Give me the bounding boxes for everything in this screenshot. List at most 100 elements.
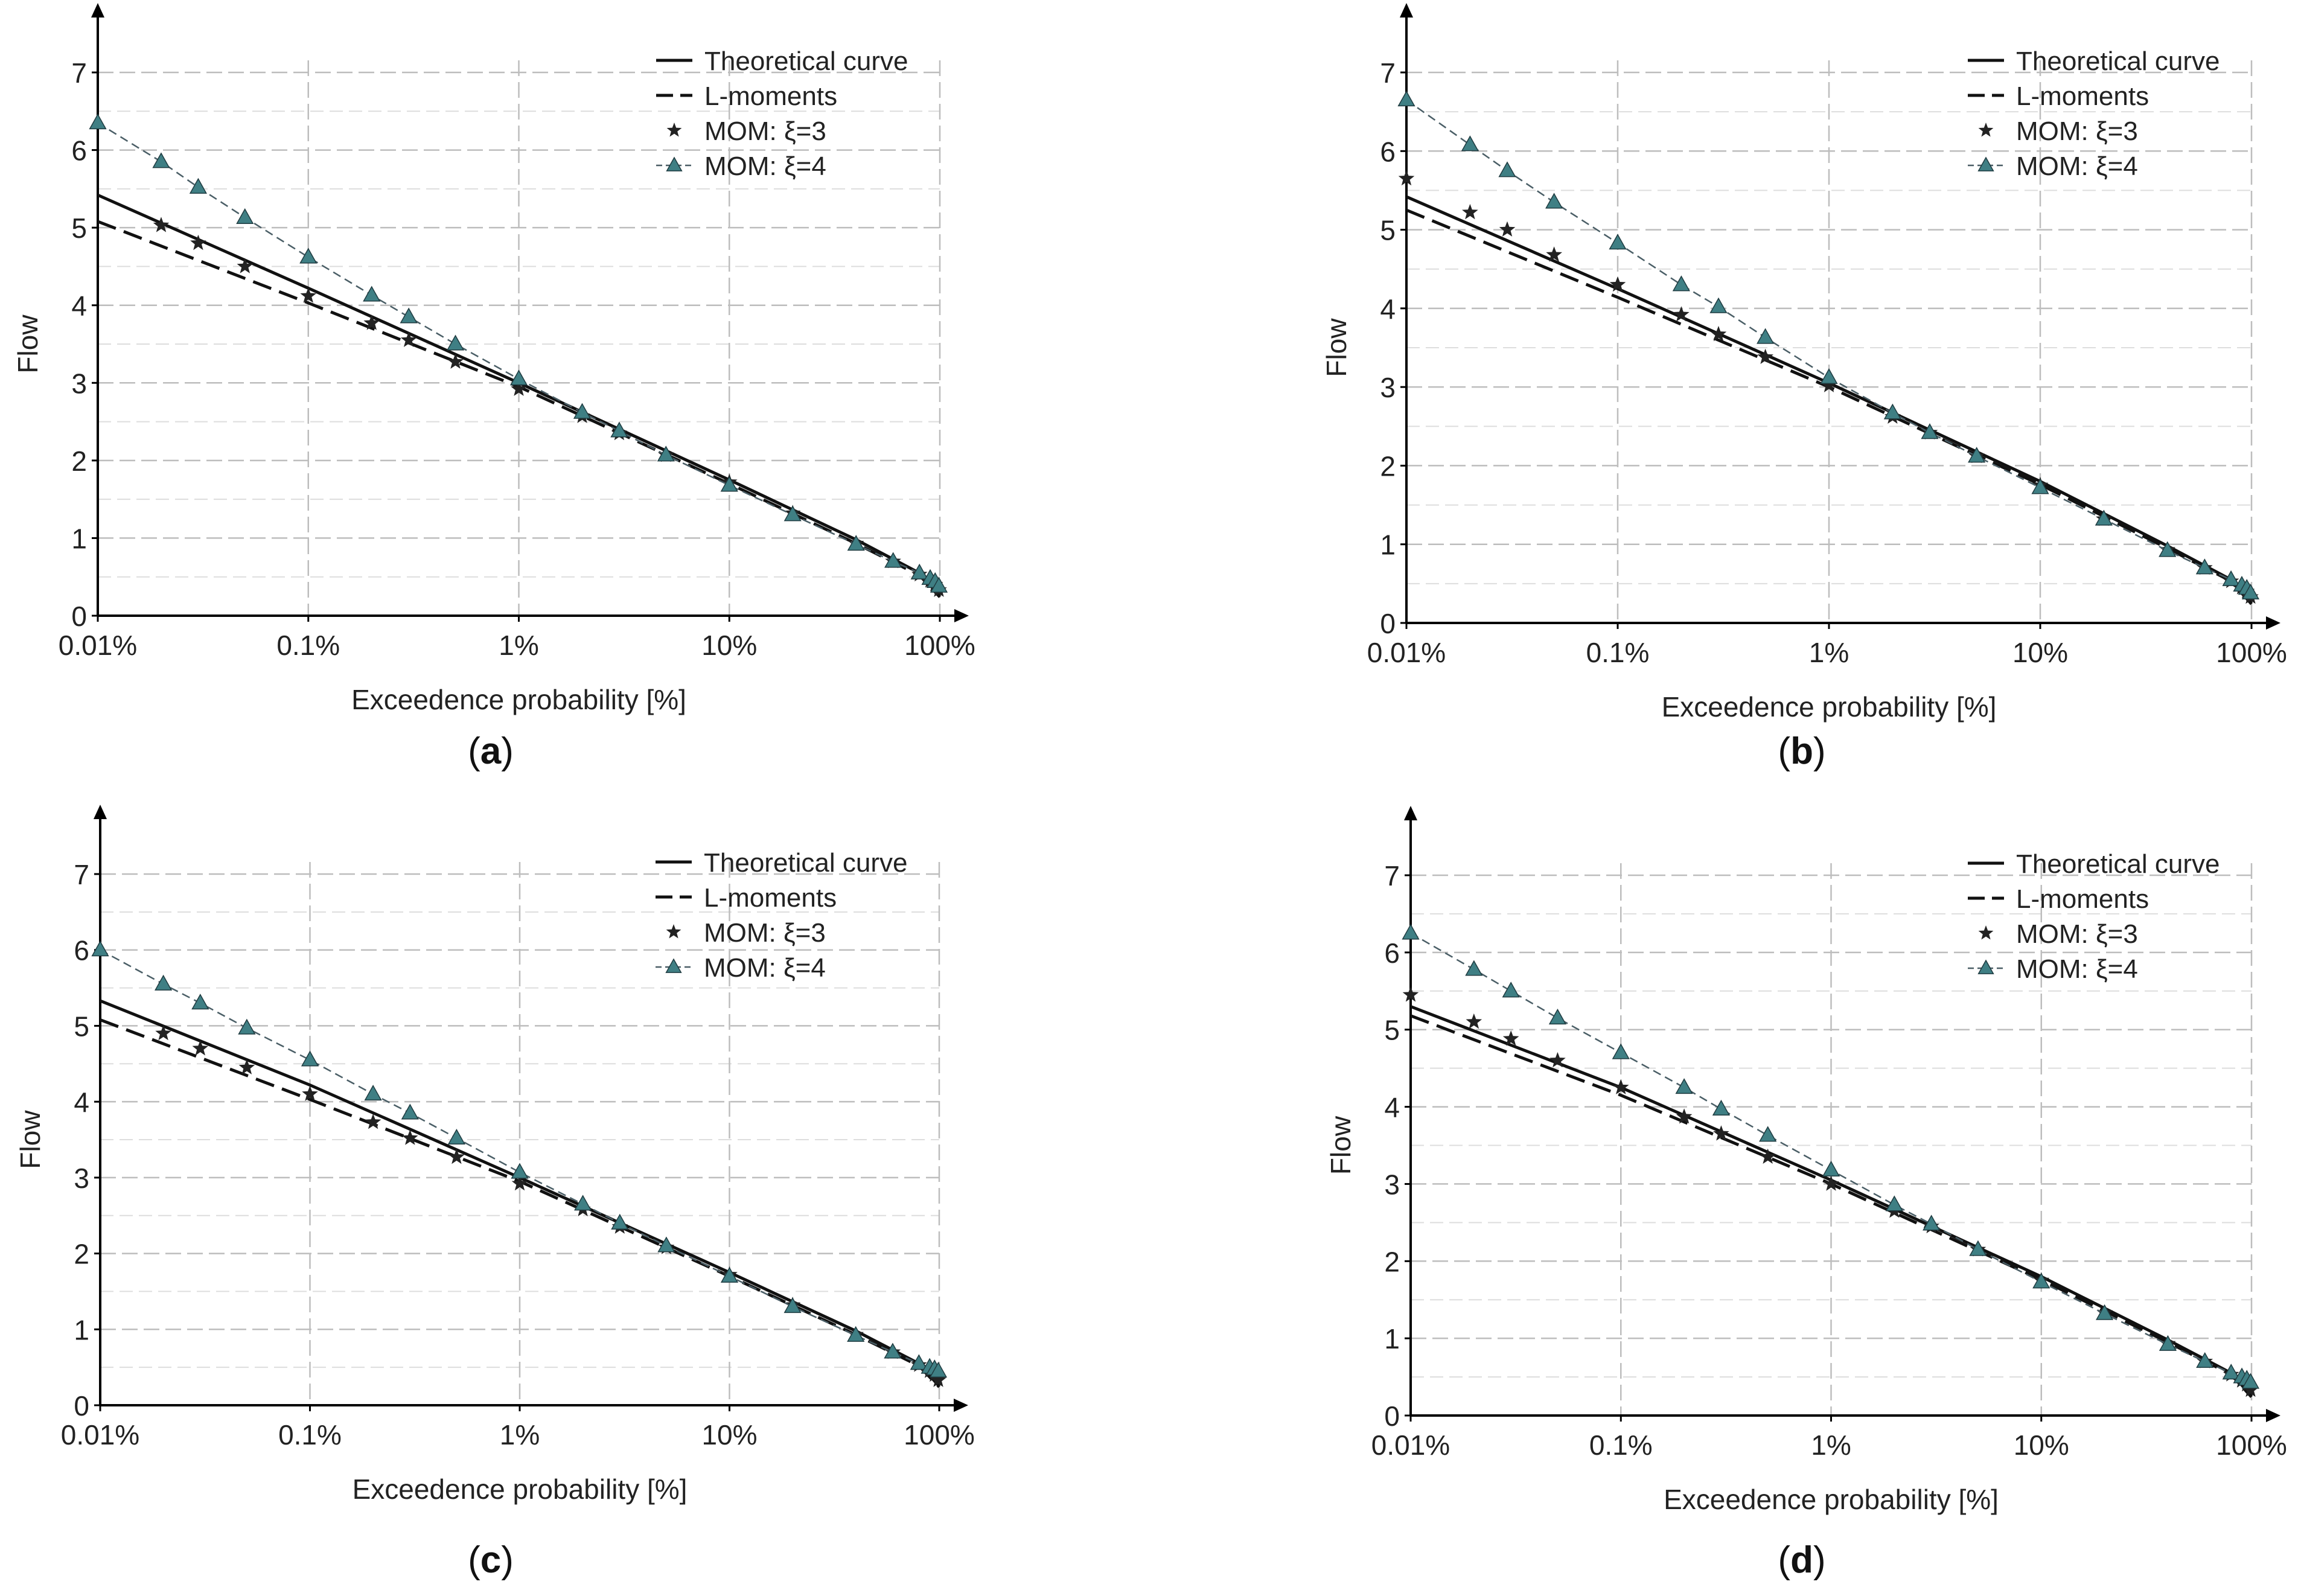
point-mom-xi3 [1823, 1175, 1839, 1191]
point-mom-xi4 [1822, 1160, 1840, 1176]
x-axis-arrow [954, 609, 969, 622]
x-tick-label: 100% [2216, 1429, 2287, 1461]
x-axis-arrow [2266, 616, 2280, 630]
y-axis-arrow [1400, 3, 1413, 18]
point-mom-xi3 [511, 380, 527, 396]
legend-symbol-star [666, 924, 681, 939]
point-mom-xi3 [237, 258, 254, 273]
chart-panel-d: 0 1 2 3 4 5 6 7 0.01% 0.1% 1% 10% 100% Exceedence pro… [1325, 806, 2287, 1581]
point-mom-xi4 [89, 113, 107, 130]
point-mom-xi4 [401, 1103, 419, 1120]
point-mom-xi3 [511, 1175, 528, 1191]
panel-caption: (b) [1778, 730, 1825, 772]
point-mom-xi4 [189, 177, 207, 194]
point-mom-xi4 [2159, 541, 2177, 557]
legend-label: L-moments [2016, 81, 2149, 111]
point-mom-xi4 [1883, 403, 1901, 420]
legend: Theoretical curve L-moments MOM: ξ=3 MOM: ξ… [1968, 849, 2220, 984]
point-mom-xi3 [1499, 221, 1516, 237]
point-mom-xi4 [1502, 982, 1520, 998]
x-axis-arrow [2266, 1409, 2280, 1422]
point-mom-xi4 [2032, 1272, 2050, 1289]
y-tick-label: 3 [74, 1163, 89, 1194]
x-tick-label: 0.1% [278, 1419, 342, 1451]
point-mom-xi4 [2031, 478, 2049, 494]
point-mom-xi4 [2196, 1352, 2214, 1368]
legend-label: MOM: ξ=4 [2016, 152, 2138, 181]
y-tick-label: 3 [1384, 1169, 1400, 1200]
point-mom-xi4 [238, 1018, 256, 1035]
x-tick-label: 0.1% [1586, 637, 1650, 668]
point-mom-xi4 [152, 152, 170, 168]
point-mom-xi4 [1672, 275, 1690, 292]
point-mom-xi4 [611, 1213, 629, 1230]
y-tick-label: 0 [74, 1390, 89, 1422]
x-tick-label: 0.01% [61, 1419, 139, 1451]
point-mom-xi4 [1759, 1126, 1777, 1142]
point-mom-xi3 [153, 217, 170, 232]
series-line-mom-xi4 [100, 949, 939, 1372]
point-mom-xi4 [2095, 509, 2113, 526]
point-mom-xi3 [1402, 986, 1419, 1002]
point-mom-xi4 [236, 208, 254, 224]
x-tick-label: 100% [2216, 637, 2287, 668]
point-mom-xi4 [364, 1085, 382, 1101]
panel-caption: (c) [468, 1539, 514, 1581]
legend-symbol-star [666, 123, 682, 137]
legend: Theoretical curve L-moments MOM: ξ=3 MOM: ξ… [656, 848, 907, 983]
legend: Theoretical curve L-moments MOM: ξ=3 MOM: ξ… [656, 46, 908, 181]
y-tick-label: 4 [1384, 1092, 1400, 1123]
point-mom-xi4 [1969, 1240, 1987, 1256]
point-mom-xi4 [447, 1128, 465, 1145]
point-mom-xi3 [448, 1148, 465, 1164]
point-mom-xi4 [446, 334, 465, 351]
legend-label: Theoretical curve [704, 848, 907, 878]
chart-panel-c: 0 1 2 3 4 5 6 7 0.01% 0.1% 1% 10% 100% Exceedence pro… [14, 805, 975, 1581]
point-mom-xi4 [299, 247, 318, 264]
point-mom-xi4 [1709, 297, 1728, 313]
point-mom-xi4 [2241, 1373, 2260, 1389]
y-tick-label: 3 [1380, 372, 1396, 403]
point-mom-xi4 [1968, 447, 1986, 463]
point-mom-xi3 [402, 1129, 418, 1145]
y-tick-label: 6 [74, 935, 89, 966]
x-tick-label: 1% [500, 1419, 540, 1451]
y-axis-title: Flow [1321, 318, 1352, 377]
x-tick-label: 0.1% [1589, 1429, 1653, 1461]
point-mom-xi3 [400, 331, 417, 347]
x-axis-title: Exceedence probability [%] [353, 1473, 688, 1505]
y-axis-title: Flow [1325, 1116, 1356, 1175]
point-mom-xi3 [1398, 170, 1415, 186]
y-tick-label: 6 [1384, 937, 1400, 969]
chart-panel-b: 0 1 2 3 4 5 6 7 0.01% 0.1% 1% 10% 100% Exceedence pro… [1321, 3, 2287, 772]
y-tick-label: 1 [74, 1314, 89, 1345]
point-mom-xi4 [574, 1195, 592, 1211]
point-mom-xi4 [400, 307, 418, 324]
x-tick-label: 1% [499, 630, 538, 661]
y-tick-label: 6 [71, 135, 87, 167]
legend-symbol-triangle [1977, 156, 1994, 171]
legend-symbol-triangle [1977, 959, 1994, 974]
point-mom-xi4 [1923, 1215, 1941, 1231]
x-axis-arrow [954, 1399, 968, 1412]
point-mom-xi3 [238, 1059, 255, 1074]
point-mom-xi3 [1710, 325, 1727, 342]
point-mom-xi3 [155, 1025, 171, 1041]
point-mom-xi3 [302, 1085, 318, 1101]
point-mom-xi4 [2222, 570, 2240, 586]
x-tick-label: 1% [1809, 637, 1849, 668]
point-mom-xi4 [2195, 558, 2213, 575]
point-mom-xi4 [657, 1236, 675, 1253]
point-mom-xi4 [1545, 193, 1563, 209]
point-mom-xi4 [783, 1297, 802, 1314]
y-axis-arrow [94, 805, 107, 819]
y-tick-label: 7 [1384, 860, 1400, 892]
legend-symbol-star [1978, 123, 1994, 137]
legend-label: MOM: ξ=3 [2016, 919, 2138, 949]
point-mom-xi4 [1885, 1195, 1903, 1211]
x-tick-label: 10% [2014, 1429, 2069, 1461]
x-axis-title: Exceedence probability [%] [1664, 1484, 1999, 1515]
legend-label: Theoretical curve [2016, 849, 2220, 879]
x-tick-label: 100% [904, 1419, 975, 1451]
